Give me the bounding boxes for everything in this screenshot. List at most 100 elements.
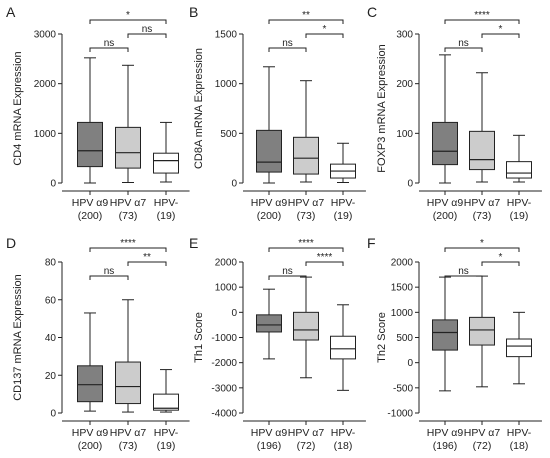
y-axis-label: Th1 Score: [193, 312, 205, 363]
category-label: HPV α7: [288, 197, 325, 209]
bracket-line: [127, 33, 167, 38]
y-tick-label: 1500: [215, 30, 238, 41]
y-tick-label: 100: [396, 129, 413, 140]
category-label: HPV α9: [427, 427, 464, 439]
category-label: HPV α7: [464, 197, 501, 209]
box-1: [77, 312, 103, 412]
category-count-label: (73): [473, 210, 492, 222]
significance-bracket: *: [481, 252, 520, 266]
category-count-label: (200): [78, 210, 103, 222]
category-label: HPV-: [331, 427, 356, 439]
box-3: [506, 134, 532, 183]
bracket-line: [89, 247, 167, 252]
y-axis-label: CD4 mRNA Expression: [12, 51, 24, 165]
category-count-label: (73): [119, 210, 138, 222]
bracket-line: [444, 47, 483, 52]
y-tick-label: 1500: [391, 283, 414, 294]
category-count-label: (200): [257, 210, 282, 222]
box-rect: [293, 136, 319, 175]
bracket-line: [89, 275, 129, 280]
box-2: [293, 80, 319, 183]
significance-bracket: ****: [268, 238, 344, 252]
bracket-line: [305, 261, 344, 266]
category-count-label: (196): [257, 440, 282, 452]
category-count-label: (19): [510, 210, 529, 222]
y-tick-label: 0: [50, 409, 56, 420]
category-count-label: (72): [473, 440, 492, 452]
panel-letter: A: [6, 4, 16, 20]
category-count-label: (18): [510, 440, 529, 452]
panel-letter: E: [189, 235, 198, 251]
category-count-label: (196): [433, 440, 458, 452]
y-tick-label: 20: [45, 371, 57, 382]
box-rect: [506, 161, 532, 179]
box-rect: [256, 314, 282, 333]
box-3: [506, 311, 532, 385]
y-tick-label: 3000: [34, 30, 57, 41]
panel-f: F Th2 Score -1000 -500 0 500 1000 1500 2000 HPV α…: [367, 235, 542, 452]
significance-label: ns: [282, 38, 293, 49]
bracket-line: [89, 19, 167, 24]
panel-d: D CD137 mRNA Expression 0 20 40 60 80 HPV α9(20…: [6, 235, 190, 452]
significance-label: ns: [458, 266, 469, 277]
category-label: HPV-: [507, 427, 532, 439]
significance-label: ns: [458, 38, 469, 49]
significance-bracket: ns: [89, 38, 129, 52]
y-tick-label: -4000: [211, 409, 237, 420]
box-rect: [432, 121, 458, 166]
significance-bracket: ns: [127, 24, 167, 38]
y-axis-label: Th2 Score: [376, 312, 388, 363]
y-tick-label: 1000: [215, 283, 238, 294]
box-3: [153, 121, 179, 183]
y-axis-label: CD137 mRNA Expression: [12, 274, 24, 401]
category-count-label: (73): [297, 210, 316, 222]
panel-letter: D: [6, 235, 16, 251]
box-rect: [469, 130, 495, 171]
box-rect: [153, 152, 179, 174]
category-label: HPV-: [154, 427, 179, 439]
bracket-line: [268, 19, 344, 24]
box-2: [115, 299, 141, 413]
category-label: HPV α9: [72, 427, 109, 439]
significance-label: ****: [120, 238, 136, 249]
panel-letter: B: [189, 4, 198, 20]
significance-label: *: [480, 238, 484, 249]
y-tick-label: 60: [45, 295, 57, 306]
significance-label: *: [499, 252, 503, 263]
box-rect: [115, 361, 141, 405]
category-label: HPV α9: [251, 197, 288, 209]
y-tick-label: 500: [396, 333, 413, 344]
box-1: [432, 276, 458, 392]
category-count-label: (18): [334, 440, 353, 452]
y-tick-label: -1000: [211, 333, 237, 344]
box-rect: [77, 365, 103, 403]
box-rect: [330, 335, 356, 360]
bracket-line: [444, 275, 483, 280]
category-count-label: (200): [78, 440, 103, 452]
category-label: HPV α9: [251, 427, 288, 439]
significance-bracket: *: [305, 24, 344, 38]
box-2: [115, 64, 141, 184]
y-tick-label: 0: [231, 179, 237, 190]
y-tick-label: 40: [45, 333, 57, 344]
y-axis-label: CD8A mRNA Expression: [193, 48, 205, 169]
y-tick-label: 0: [407, 179, 413, 190]
significance-bracket: ****: [89, 238, 167, 252]
box-rect: [469, 316, 495, 346]
y-tick-label: 2000: [391, 258, 414, 269]
box-1: [77, 57, 103, 184]
category-count-label: (200): [433, 210, 458, 222]
y-tick-label: 1000: [34, 129, 57, 140]
significance-label: ns: [104, 38, 115, 49]
box-3: [330, 304, 356, 391]
category-label: HPV-: [154, 197, 179, 209]
y-tick-label: 0: [407, 358, 413, 369]
bracket-line: [444, 247, 520, 252]
category-label: HPV α9: [427, 197, 464, 209]
category-count-label: (19): [334, 210, 353, 222]
box-rect: [256, 129, 282, 173]
bracket-line: [268, 275, 307, 280]
category-label: HPV α7: [464, 427, 501, 439]
